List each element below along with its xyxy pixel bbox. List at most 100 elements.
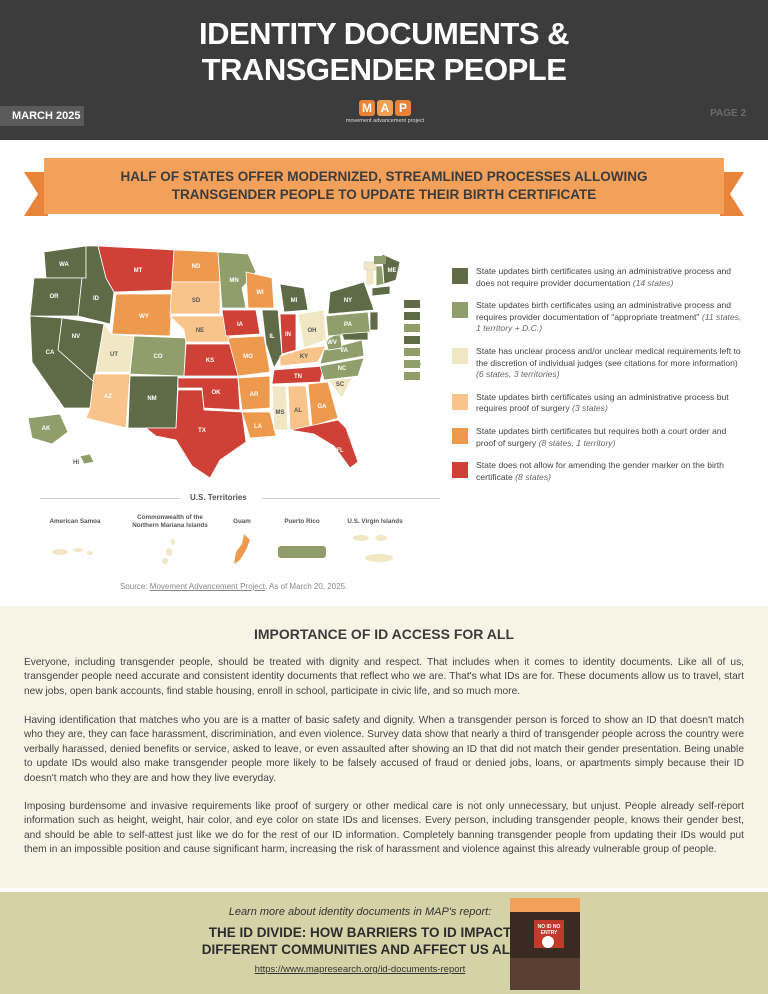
territories-title: U.S. Territories xyxy=(190,493,247,502)
map-label-wa: WA xyxy=(59,262,69,268)
territory-virgin-islands: U.S. Virgin Islands xyxy=(340,518,410,569)
map-label-nd: ND xyxy=(192,264,201,270)
state-nm xyxy=(127,375,179,429)
importance-section: IMPORTANCE OF ID ACCESS FOR ALL Everyone… xyxy=(0,606,768,888)
territory-label: Guam xyxy=(233,518,251,525)
legend-swatch xyxy=(452,427,468,444)
state-hi xyxy=(79,453,95,465)
state-md xyxy=(341,331,369,341)
banner-line-1: HALF OF STATES OFFER MODERNIZED, STREAML… xyxy=(120,169,648,184)
logo-letter-p: P xyxy=(395,100,411,116)
state-ky xyxy=(279,345,327,367)
banner-ribbon-right xyxy=(720,172,744,216)
map-label-hi: HI xyxy=(73,460,79,466)
stop-sign-icon xyxy=(542,936,554,948)
report-title-line-1: THE ID DIVIDE: HOW BARRIERS TO ID IMPACT xyxy=(208,925,512,940)
title-line-2: TRANSGENDER PEOPLE xyxy=(201,52,567,87)
map-label-in: IN xyxy=(285,332,291,338)
territory-label: American Samoa xyxy=(49,518,101,525)
logo-letter-m: M xyxy=(359,100,375,116)
legend-item: State updates birth certificates using a… xyxy=(452,300,742,335)
page-number: PAGE 2 xyxy=(710,108,746,119)
legend-item: State has unclear process and/or unclear… xyxy=(452,346,742,381)
state-ma xyxy=(371,285,391,297)
banner-ribbon-left xyxy=(24,172,48,216)
state-il xyxy=(261,309,283,369)
state-va xyxy=(319,339,365,365)
state-ny xyxy=(327,281,375,315)
legend-note: (8 states) xyxy=(515,471,551,482)
page-header: IDENTITY DOCUMENTS & TRANSGENDER PEOPLE … xyxy=(0,0,768,140)
map-label-me: ME xyxy=(388,268,397,274)
cover-band xyxy=(510,898,580,912)
map-label-ky: KY xyxy=(300,354,308,360)
state-tx xyxy=(144,389,247,479)
territory-label: U.S. Virgin Islands xyxy=(347,518,403,525)
state-pa xyxy=(325,311,371,337)
title-line-1: IDENTITY DOCUMENTS & xyxy=(198,16,570,51)
map-label-or: OR xyxy=(50,294,60,300)
map-label-ca: CA xyxy=(46,350,55,356)
report-title-line-2: DIFFERENT COMMUNITIES AND AFFECT US ALL xyxy=(201,942,519,957)
legend-text: State has unclear process and/or unclear… xyxy=(476,345,741,368)
divider xyxy=(262,498,440,499)
divider xyxy=(40,498,180,499)
source-suffix: . As of March 20, 2025. xyxy=(264,582,348,591)
territory-label: Puerto Rico xyxy=(284,518,320,525)
map-label-id: ID xyxy=(93,296,100,302)
territories-row: American Samoa Commonwealth of the North… xyxy=(40,514,440,574)
map-label-ms: MS xyxy=(276,410,285,416)
map-label-fl: FL xyxy=(336,448,344,454)
map-label-oh: OH xyxy=(308,328,317,334)
map-label-tn: TN xyxy=(294,374,302,380)
legend-text: State updates birth certificates using a… xyxy=(476,300,732,322)
state-me xyxy=(381,253,401,285)
territory-shape xyxy=(234,534,250,564)
territory-shape xyxy=(278,546,326,558)
legend-swatch xyxy=(452,302,468,319)
legend-text: State updates birth certificates using a… xyxy=(476,391,729,414)
legend-item: State updates birth certificates using a… xyxy=(452,392,742,415)
map-logo: M A P movement advancement project xyxy=(340,100,430,132)
map-label-la: LA xyxy=(254,424,263,430)
map-label-wv: WV xyxy=(327,340,337,346)
state-la xyxy=(241,411,277,439)
paragraph: Imposing burdensome and invasive require… xyxy=(24,801,744,856)
map-label-sc: SC xyxy=(336,382,345,388)
map-label-tx: TX xyxy=(198,428,206,434)
logo-letter-a: A xyxy=(377,100,393,116)
state-nj xyxy=(369,311,379,331)
legend-swatch xyxy=(452,347,468,364)
map-label-co: CO xyxy=(154,354,163,360)
state-ga xyxy=(307,381,339,427)
map-label-nv: NV xyxy=(72,334,80,340)
legend-text: State updates birth certificates using a… xyxy=(476,266,732,288)
cover-floor xyxy=(510,958,580,990)
report-cover-image[interactable]: NO ID NO ENTRY xyxy=(510,898,580,990)
state-ak xyxy=(27,413,69,445)
map-label-ks: KS xyxy=(206,358,214,364)
map-label-wi: WI xyxy=(256,290,264,296)
legend-note: (14 states) xyxy=(632,277,674,288)
learn-more-text: Learn more about identity documents in M… xyxy=(228,906,492,918)
state-mt xyxy=(97,245,175,293)
logo-text: movement advancement project xyxy=(345,118,425,124)
territory-shape xyxy=(162,539,175,564)
legend-text: State does not allow for amending the ge… xyxy=(476,460,724,482)
map-label-nc: NC xyxy=(338,366,347,372)
legend-note: (11 states, 1 territory + D.C.) xyxy=(476,311,742,334)
report-title: THE ID DIVIDE: HOW BARRIERS TO ID IMPACT… xyxy=(150,924,570,958)
legend-item: State updates birth certificates but req… xyxy=(452,426,742,449)
map-label-sd: SD xyxy=(192,298,201,304)
section-banner: HALF OF STATES OFFER MODERNIZED, STREAML… xyxy=(44,158,724,214)
report-link[interactable]: https://www.mapresearch.org/id-documents… xyxy=(254,964,466,975)
map-label-ut: UT xyxy=(110,352,118,358)
us-states-map: WA OR ID MT ND MN WI MI NY VT NH ME MA R… xyxy=(27,245,421,479)
legend-swatch xyxy=(452,268,468,284)
state-mn xyxy=(217,251,257,309)
map-label-al: AL xyxy=(294,408,302,414)
map-label-ny: NY xyxy=(344,298,352,304)
source-link[interactable]: Movement Advancement Project xyxy=(149,582,265,591)
state-az xyxy=(85,373,131,429)
territory-shape xyxy=(52,548,93,555)
